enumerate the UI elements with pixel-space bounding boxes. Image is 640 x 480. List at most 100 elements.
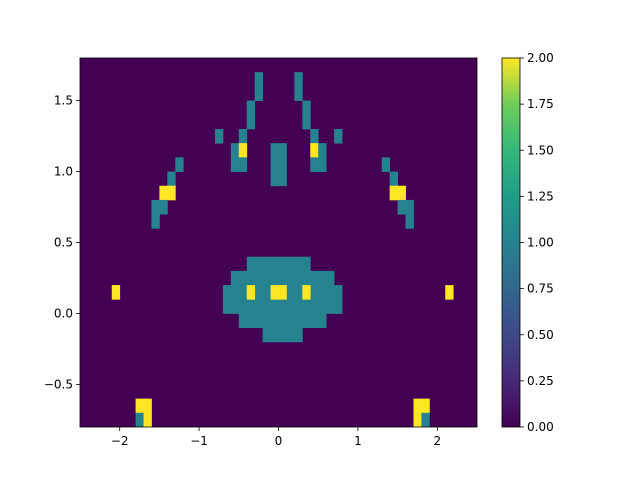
heatmap-cell — [278, 313, 287, 329]
heatmap-cell — [310, 313, 319, 329]
heatmap-cell — [278, 157, 287, 172]
heatmap-cell — [254, 299, 264, 314]
heatmap-cell — [302, 256, 311, 272]
heatmap-cell — [270, 157, 279, 172]
heatmap-cell — [413, 398, 422, 414]
heatmap-cell — [246, 285, 256, 300]
heatmap-cell — [278, 327, 287, 343]
y-axis: −0.5 0.0 0.5 1.0 1.5 — [44, 94, 80, 391]
heatmap-cell — [136, 427, 144, 442]
heatmap-cell — [238, 299, 248, 314]
y-tick-label: 0.5 — [54, 236, 73, 250]
heatmap-cell — [326, 285, 335, 300]
heatmap-cell — [413, 427, 421, 442]
heatmap-cell — [278, 171, 287, 187]
y-tick-label: −0.5 — [44, 377, 73, 391]
heatmap-cell — [270, 256, 279, 272]
heatmap-cell — [278, 285, 287, 300]
heatmap-cell — [389, 185, 398, 201]
heatmap-cell — [318, 285, 327, 300]
heatmap-cell — [270, 299, 279, 314]
heatmap-cell — [302, 114, 311, 130]
heatmap-cell — [318, 270, 327, 286]
heatmap-cell — [270, 285, 279, 300]
heatmap-cell — [159, 199, 168, 215]
colorbar-gradient — [501, 57, 521, 428]
heatmap-cell — [302, 100, 311, 116]
heatmap-cell — [167, 185, 176, 201]
heatmap-cell — [254, 86, 264, 101]
y-tick-label: 1.5 — [54, 94, 73, 108]
heatmap-cell — [254, 313, 264, 329]
heatmap-cell — [270, 171, 279, 187]
heatmap-cell — [294, 72, 303, 87]
colorbar-tick-label: 0.75 — [527, 282, 554, 296]
heatmap-cell — [286, 327, 295, 343]
heatmap-cells — [111, 72, 454, 442]
heatmap-cell — [302, 299, 311, 314]
heatmap-cell — [270, 327, 279, 343]
heatmap-cell — [254, 270, 264, 286]
heatmap-cell — [302, 285, 311, 300]
heatmap-cell — [310, 157, 319, 172]
heatmap-cell — [144, 427, 152, 442]
heatmap-cell — [302, 270, 311, 286]
heatmap-cell — [326, 270, 335, 286]
heatmap-cell — [262, 313, 271, 329]
colorbar-tick-label: 2.00 — [527, 51, 554, 65]
heatmap-cell — [294, 299, 303, 314]
heatmap-cell — [135, 412, 144, 427]
x-tick-label: −1 — [190, 434, 208, 448]
heatmap-cell — [167, 171, 176, 187]
heatmap-cell — [246, 313, 256, 329]
heatmap-cell — [262, 270, 271, 286]
heatmap-cell — [294, 86, 303, 101]
colorbar-tick-label: 1.00 — [527, 236, 554, 250]
heatmap-cell — [151, 199, 160, 215]
heatmap-cell — [246, 299, 256, 314]
heatmap-cell — [413, 412, 422, 427]
colorbar-tick-label: 0.00 — [527, 420, 554, 434]
heatmap-background — [80, 58, 477, 427]
heatmap-cell — [318, 143, 327, 158]
heatmap-cell — [286, 285, 295, 300]
heatmap-cell — [230, 157, 240, 172]
heatmap-cell — [151, 214, 160, 229]
heatmap-cell — [334, 299, 343, 314]
heatmap-cell — [262, 299, 271, 314]
heatmap-cell — [286, 270, 295, 286]
heatmap-cell — [246, 114, 256, 130]
heatmap-cell — [294, 285, 303, 300]
heatmap-cell — [262, 285, 271, 300]
heatmap-cell — [270, 143, 279, 158]
heatmap-cell — [397, 185, 406, 201]
colorbar-tick-label: 0.25 — [527, 374, 554, 388]
heatmap-cell — [421, 427, 429, 442]
heatmap-cell — [318, 157, 327, 172]
heatmap-cell — [143, 412, 152, 427]
heatmap-cell — [254, 72, 264, 87]
heatmap-cell — [230, 143, 240, 158]
heatmap-cell — [159, 185, 168, 201]
colorbar-tick-label: 1.50 — [527, 143, 554, 157]
heatmap-cell — [111, 285, 121, 300]
heatmap-cell — [214, 128, 224, 144]
heatmap-cell — [222, 285, 232, 300]
heatmap-cell — [254, 256, 264, 272]
x-tick-label: 0 — [275, 434, 283, 448]
colorbar-tick-label: 1.25 — [527, 189, 554, 203]
y-tick-label: 1.0 — [54, 165, 73, 179]
heatmap-cell — [302, 313, 311, 329]
heatmap-cell — [262, 327, 271, 343]
heatmap-cell — [310, 285, 319, 300]
heatmap-cell — [294, 270, 303, 286]
heatmap-cell — [389, 171, 398, 187]
heatmap-cell — [238, 313, 248, 329]
heatmap-cell — [238, 285, 248, 300]
heatmap-cell — [230, 270, 240, 286]
heatmap-cell — [318, 313, 327, 329]
heatmap-cell — [246, 270, 256, 286]
heatmap-cell — [310, 143, 319, 158]
heatmap-cell — [318, 299, 327, 314]
